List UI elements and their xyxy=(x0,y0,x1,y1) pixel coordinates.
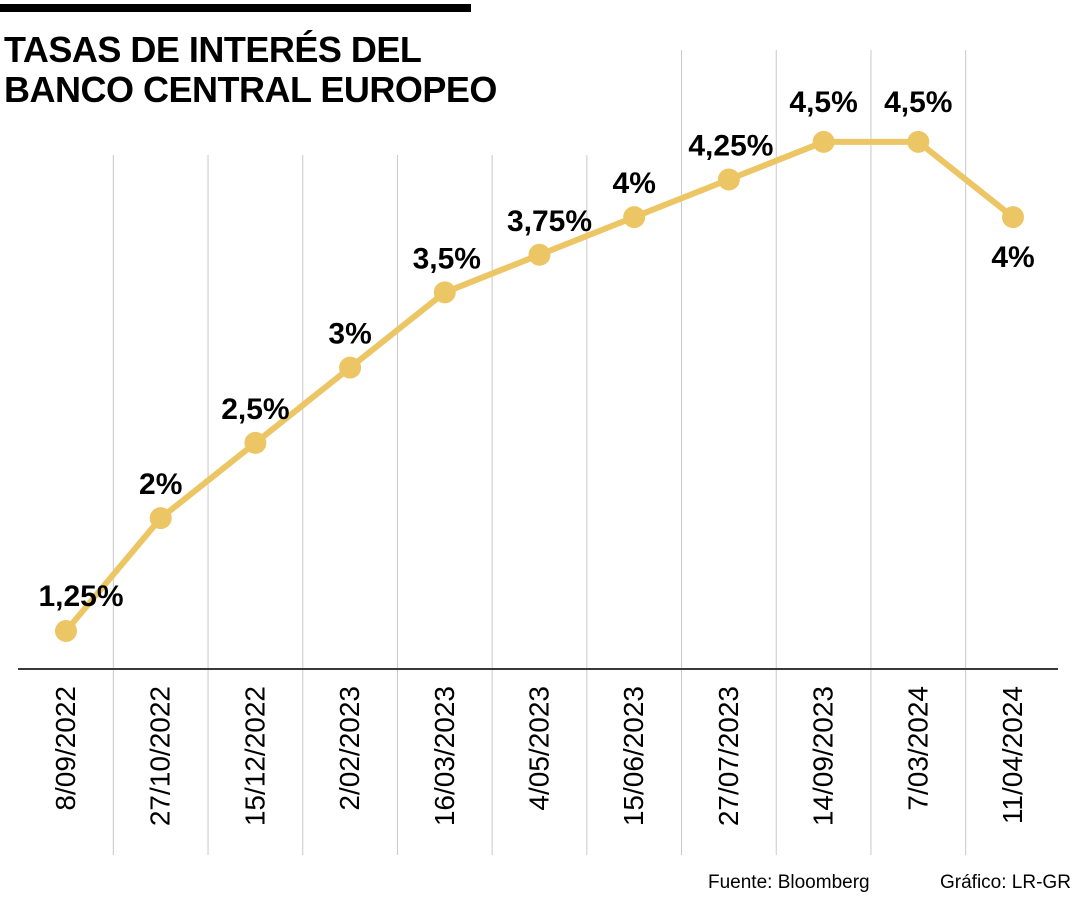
data-point xyxy=(339,356,362,379)
data-label: 4,5% xyxy=(789,86,857,119)
data-point xyxy=(244,431,267,454)
data-point xyxy=(55,620,77,642)
x-tick-label: 2/02/2023 xyxy=(334,686,365,811)
x-tick-labels: 8/09/2022 27/10/2022 15/12/2022 2/02/2023 16… xyxy=(50,686,1028,826)
x-tick-label: 7/03/2024 xyxy=(902,686,933,811)
data-labels: 1,25% 2% 2,5% 3% 3,5% 3,75% 4% 4,25% 4,5% 4,5% 4% xyxy=(38,86,1034,613)
data-label: 3,5% xyxy=(413,242,481,275)
data-point xyxy=(623,206,646,229)
data-point xyxy=(528,243,551,266)
x-tick-label: 16/03/2023 xyxy=(429,686,460,826)
x-tick-label: 11/04/2024 xyxy=(997,686,1028,824)
data-point xyxy=(1002,206,1024,229)
x-tick-label: 4/05/2023 xyxy=(524,686,555,811)
data-point xyxy=(149,507,172,530)
source-note: Fuente: Bloomberg xyxy=(708,872,870,893)
data-label: 3% xyxy=(328,318,371,351)
x-tick-label: 27/10/2022 xyxy=(145,686,176,826)
data-label: 4,25% xyxy=(688,130,773,163)
data-point xyxy=(717,168,740,191)
data-label: 4% xyxy=(991,241,1034,274)
x-tick-label: 15/12/2022 xyxy=(239,686,270,826)
credit-note: Gráfico: LR-GR xyxy=(940,872,1071,893)
data-label: 4,5% xyxy=(884,86,952,119)
data-label: 2,5% xyxy=(221,393,289,426)
x-tick-label: 14/09/2023 xyxy=(808,686,839,826)
x-tick-label: 15/06/2023 xyxy=(618,686,649,826)
data-label: 3,75% xyxy=(507,205,592,238)
data-point xyxy=(907,130,930,153)
data-points xyxy=(55,130,1024,642)
data-point xyxy=(812,130,835,153)
data-label: 2% xyxy=(139,468,182,501)
data-point xyxy=(433,281,456,304)
top-rule xyxy=(0,4,471,12)
grid-lines xyxy=(112,50,967,855)
x-tick-label: 8/09/2022 xyxy=(50,686,81,811)
x-tick-label: 27/07/2023 xyxy=(713,686,744,826)
chart-title: TASAS DE INTERÉS DEL BANCO CENTRAL EUROP… xyxy=(4,29,497,110)
data-label: 1,25% xyxy=(38,580,123,613)
data-label: 4% xyxy=(613,167,656,200)
